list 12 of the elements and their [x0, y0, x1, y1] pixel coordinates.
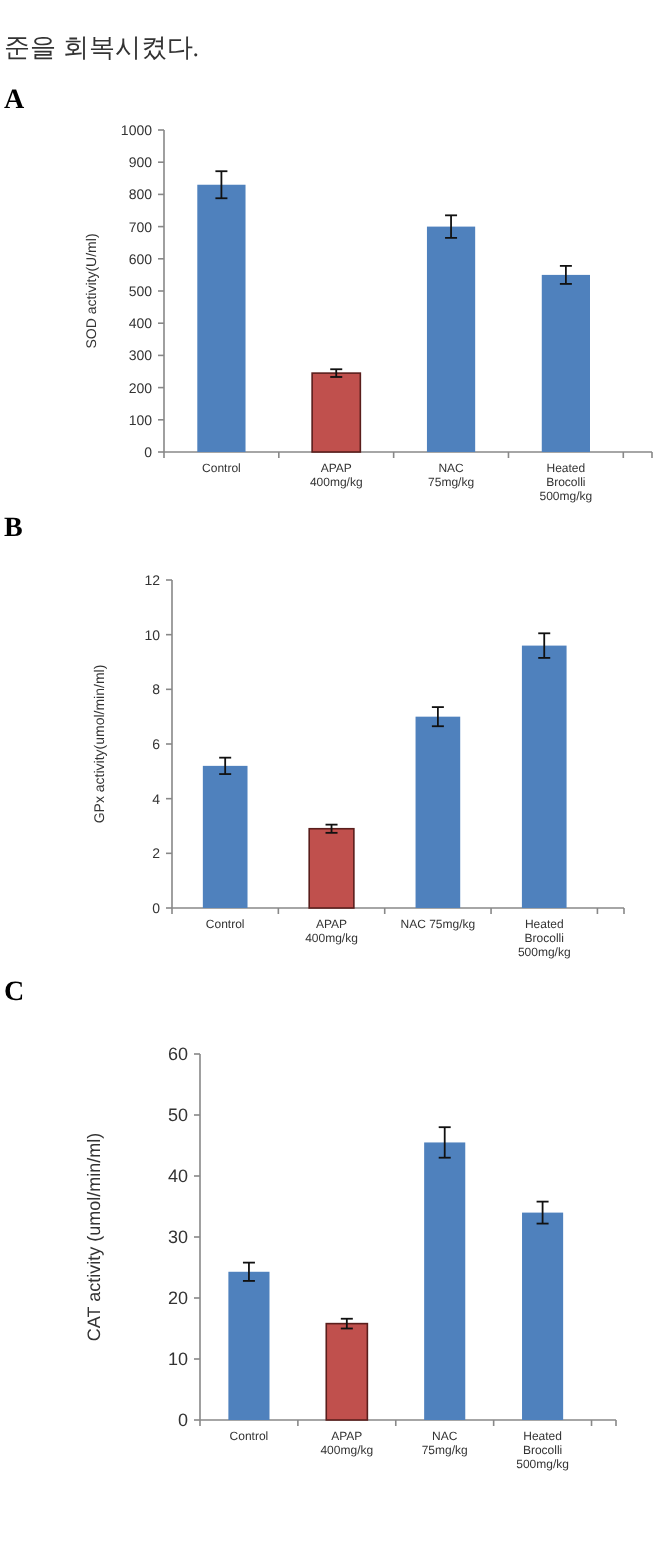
y-tick-label: 60	[167, 1044, 188, 1065]
y-tick-label: 0	[177, 1410, 188, 1431]
chart-title: A	[4, 86, 26, 116]
y-tick-label: 10	[167, 1349, 188, 1370]
text: 준을 회복시켰다.	[4, 32, 199, 62]
y-tick-label: 20	[167, 1288, 188, 1309]
chart-title: B	[4, 514, 23, 544]
y-tick-label: 30	[167, 1227, 188, 1248]
y-tick-label: 50	[167, 1105, 188, 1126]
y-tick-label: 40	[167, 1166, 188, 1187]
y-axis-title: CAT activity (umol/min/ml)	[84, 1132, 104, 1342]
chart-title: C	[4, 978, 25, 1008]
